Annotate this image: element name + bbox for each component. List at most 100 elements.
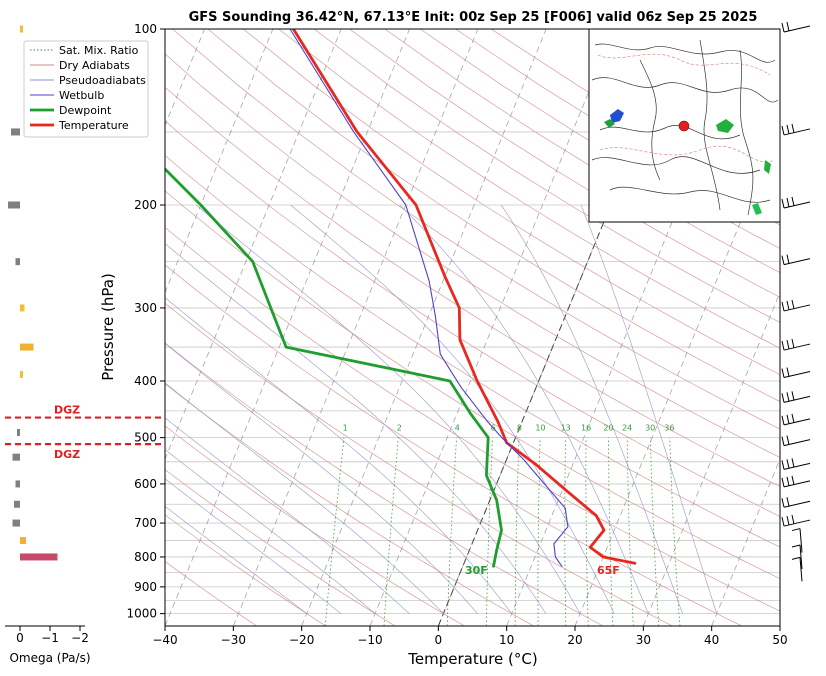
mixing-ratio-label: 2 xyxy=(397,423,402,432)
wind-barb xyxy=(781,391,811,403)
wind-barb xyxy=(781,254,811,266)
mixing-ratio-line xyxy=(324,437,345,626)
legend-entry: Dry Adiabats xyxy=(59,59,130,72)
mixing-ratio-label: 4 xyxy=(455,423,460,432)
dry-adiabat-line xyxy=(165,53,780,458)
mixing-ratio-label: 10 xyxy=(535,423,545,432)
pseudoadiabat-line xyxy=(165,449,376,614)
y-tick-label: 300 xyxy=(134,301,157,315)
wind-barb xyxy=(781,196,811,209)
dry-adiabat-line xyxy=(165,120,780,517)
wind-barb xyxy=(781,475,811,488)
wind-barb xyxy=(791,544,803,569)
wind-barb xyxy=(791,556,803,582)
pseudoadiabat-line xyxy=(165,382,444,614)
omega-bar xyxy=(20,371,23,379)
mixing-ratio-label: 8 xyxy=(517,423,522,432)
y-tick-label: 1000 xyxy=(126,607,157,621)
thermo-background xyxy=(165,29,780,626)
mixing-ratio-label: 24 xyxy=(622,423,632,432)
wind-barb xyxy=(781,299,811,312)
omega-bar xyxy=(20,537,26,545)
mixing-ratio-line xyxy=(564,437,567,626)
isotherm-line xyxy=(232,29,479,626)
wetbulb-line xyxy=(289,29,569,567)
isotherm-line xyxy=(642,291,780,626)
dewpoint-line xyxy=(165,166,503,568)
omega-axis-label: Omega (Pa/s) xyxy=(9,651,90,665)
legend-entry: Temperature xyxy=(58,119,129,132)
dry-adiabat-line xyxy=(384,29,780,273)
wind-barb xyxy=(781,123,811,136)
wind-barb xyxy=(781,338,811,351)
pseudoadiabat-line xyxy=(500,204,683,614)
legend-entry: Wetbulb xyxy=(59,89,104,102)
x-tick-label: 30 xyxy=(636,633,651,647)
legend: Sat. Mix. Ratio Dry Adiabats Pseudoadiabat… xyxy=(23,40,149,138)
dry-adiabat-line xyxy=(165,383,534,626)
mixing-ratio-label: 30 xyxy=(645,423,655,432)
dgz-markers: DGZ DGZ xyxy=(5,404,165,461)
sounding-location-marker xyxy=(678,120,690,132)
omega-bar xyxy=(20,304,25,312)
mixing-ratio-line xyxy=(608,437,614,626)
omega-bar xyxy=(17,428,20,436)
mixing-ratio-line xyxy=(537,437,541,626)
isotherm-line xyxy=(301,29,547,626)
omega-bar xyxy=(12,453,20,461)
mixing-ratio-label: 20 xyxy=(603,423,613,432)
dry-adiabat-line xyxy=(165,514,327,626)
x-tick-label: 50 xyxy=(772,633,787,647)
dry-adiabat-line xyxy=(165,560,257,626)
chart-title: GFS Sounding 36.42°N, 67.13°E Init: 00z … xyxy=(189,10,758,25)
y-tick-label: 900 xyxy=(134,580,157,594)
plot-frame xyxy=(164,28,781,627)
wind-barb xyxy=(781,497,811,508)
y-tick-label: 600 xyxy=(134,477,157,491)
dry-adiabat-line xyxy=(349,29,780,298)
mixing-ratio-label: 1 xyxy=(343,423,348,432)
omega-bar xyxy=(20,553,58,561)
y-tick-label: 700 xyxy=(134,516,157,530)
x-tick-label: −30 xyxy=(221,633,246,647)
mixing-ratio-label: 36 xyxy=(664,423,674,432)
omega-bar xyxy=(14,500,20,508)
dry-adiabat-line xyxy=(165,469,396,626)
legend-entry: Pseudoadiabats xyxy=(59,74,146,87)
profile-traces xyxy=(165,29,637,568)
pseudoadiabat-line xyxy=(165,242,547,614)
omega-tick-label: 0 xyxy=(16,631,24,645)
pseudoadiabat-line xyxy=(165,505,307,614)
mixing-ratio-line xyxy=(383,437,399,626)
isotherm-line xyxy=(506,29,752,626)
dry-adiabat-line xyxy=(243,29,780,375)
mixing-ratio-label: 13 xyxy=(561,423,571,432)
wind-barb xyxy=(781,413,811,426)
mixing-ratio-line xyxy=(669,437,681,626)
mixing-ratio-line xyxy=(626,437,634,626)
wind-barbs xyxy=(781,21,811,582)
y-axis: 100 200 300 400 500 600 700 800 900 1000 xyxy=(126,22,165,621)
legend-entry: Sat. Mix. Ratio xyxy=(59,44,139,57)
dry-adiabat-line xyxy=(165,264,742,626)
isotherm-line xyxy=(165,29,410,626)
x-tick-label: 10 xyxy=(499,633,514,647)
x-axis: −40 −30 −20 −10 0 10 20 30 40 50 xyxy=(152,626,788,647)
dry-adiabat-line xyxy=(165,302,673,626)
isotherm-line xyxy=(779,624,780,626)
mixing-ratio-line xyxy=(650,437,660,626)
dry-adiabat-line xyxy=(172,29,780,430)
surface-temperature-label: 65F xyxy=(597,564,620,577)
legend-entry: Dewpoint xyxy=(59,104,112,117)
omega-tick-label: −2 xyxy=(71,631,89,645)
dry-adiabat-line xyxy=(165,342,604,626)
pseudoadiabat-line xyxy=(165,342,478,614)
dry-adiabat-line xyxy=(165,226,780,612)
wind-barb xyxy=(781,458,811,470)
y-tick-label: 200 xyxy=(134,198,157,212)
pseudoadiabat-line xyxy=(165,478,342,614)
temperature-line xyxy=(292,29,637,565)
y-axis-title: Pressure (hPa) xyxy=(99,273,117,381)
zero-isotherm-line xyxy=(437,29,684,626)
